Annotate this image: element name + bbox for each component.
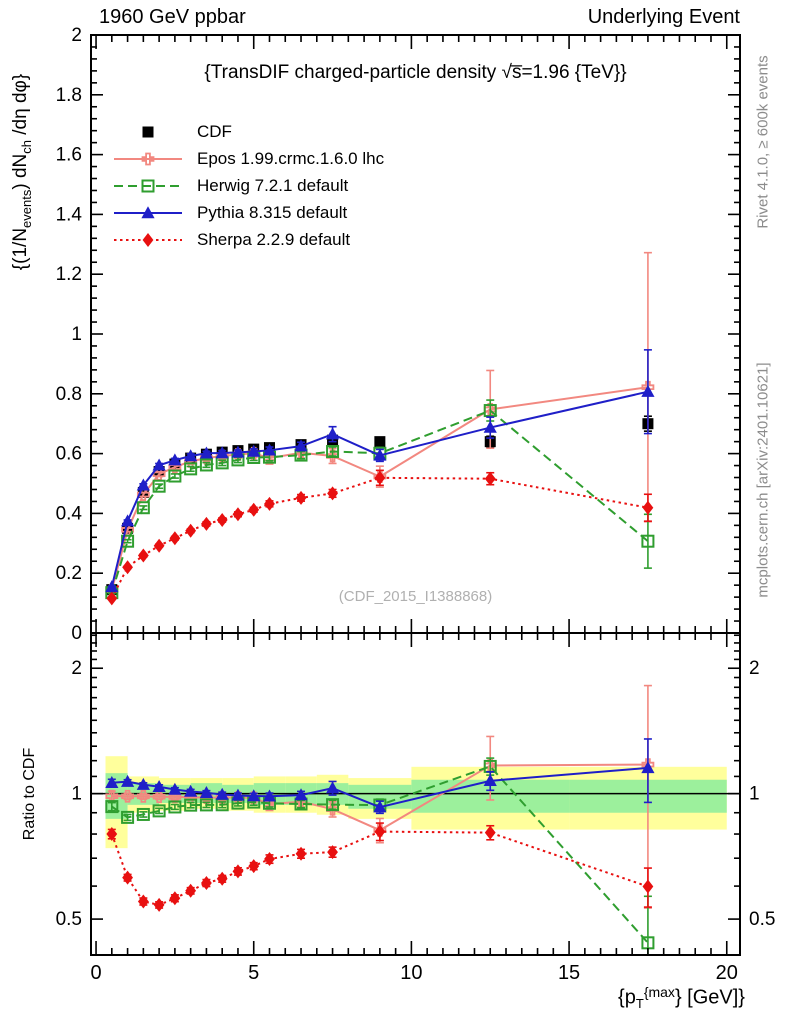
series-herwig-ratio [105,757,655,955]
x-title-post: } [GeV]} [674,986,745,1009]
legend-marker-square-filled [142,126,154,137]
analysis-group-label: Underlying Event [587,6,740,28]
series-herwig-main [105,399,655,600]
x-tick-label: 15 [558,962,580,984]
ratio-y-tick-label-left: 1 [71,784,82,805]
legend-item-herwig: Herwig 7.2.1 default [111,172,384,199]
x-axis-title: {pT{max} [GeV]} [618,984,745,1011]
beam-info-label: 1960 GeV ppbar [99,6,246,28]
legend-item-pythia: Pythia 8.315 default [111,199,384,226]
main-y-tick-label: 0.2 [56,563,82,584]
y-title-mid: ) dN [10,153,32,190]
series-sherpa-main [106,469,654,606]
x-tick-label: 20 [716,962,738,984]
legend-marker-triangle-filled [114,205,182,218]
main-y-tick-label: 1 [71,324,82,345]
x-title-sup: {max [643,984,675,1000]
x-tick-label: 5 [248,962,259,984]
legend-marker-cross-open [114,152,182,165]
legend-label: CDF [197,121,232,141]
legend: CDF Epos 1.99.crmc.1.6.0 lhc Herwig 7.2.1 … [111,118,384,253]
main-y-tick-label: 2 [71,25,82,46]
y-title-sub-ch: ch [18,140,34,154]
rivet-version-note: Rivet 4.1.0, ≥ 600k events [754,55,772,229]
series-sherpa-ratio [106,822,654,912]
ratio-y-tick-label-right: 2 [749,658,760,679]
legend-label: Pythia 8.315 default [197,202,348,222]
series-cdf-main [106,415,654,596]
analysis-id-watermark: (CDF_2015_I1388868) [338,588,493,605]
plot-title: {TransDIF charged-particle density √s̅=1… [204,62,627,83]
legend-label: Herwig 7.2.1 default [197,175,349,195]
legend-item-sherpa: Sherpa 2.2.9 default [111,226,384,253]
main-y-tick-label: 0 [71,623,82,644]
legend-marker-diamond-filled [114,232,182,247]
series-epos-main [105,251,655,597]
main-y-tick-label: 1.4 [56,204,83,225]
ratio-y-tick-label-left: 0.5 [56,909,82,930]
main-y-tick-label: 1.6 [56,145,82,166]
x-tick-label: 0 [90,962,101,984]
series-pythia-main [105,349,655,593]
main-y-tick-label: 0.4 [56,503,83,524]
x-tick-label: 10 [400,962,422,984]
legend-label: Epos 1.99.crmc.1.6.0 lhc [197,148,385,168]
legend-label: Sherpa 2.2.9 default [197,229,351,249]
main-y-tick-label: 1.2 [56,264,82,285]
series-pythia-ratio [105,738,655,815]
ratio-y-tick-label-right: 0.5 [749,909,775,930]
y-title-sub-events: events [18,189,34,228]
x-title-sub: T [635,995,644,1011]
y-title-pre: {(1/N [10,227,32,271]
mcplots-arxiv-note: mcplots.cern.ch [arXiv:2401.10621] [754,362,772,598]
legend-marker-square-open [114,179,182,192]
ratio-y-tick-label-right: 1 [749,784,760,805]
x-title-pre: {p [618,986,636,1009]
main-y-tick-label: 1.8 [56,85,82,106]
y-title-post: /dη dφ} [10,73,32,140]
legend-item-cdf: CDF [111,118,384,145]
main-y-tick-label: 0.6 [56,444,82,465]
axis-ticks [91,34,740,955]
main-y-axis-title: {(1/Nevents) dNch /dη dφ} [10,74,34,270]
ratio-y-tick-label-left: 2 [71,658,82,679]
ratio-y-axis-title: Ratio to CDF [21,747,38,841]
main-y-tick-label: 0.8 [56,384,82,405]
legend-item-epos: Epos 1.99.crmc.1.6.0 lhc [111,145,384,172]
